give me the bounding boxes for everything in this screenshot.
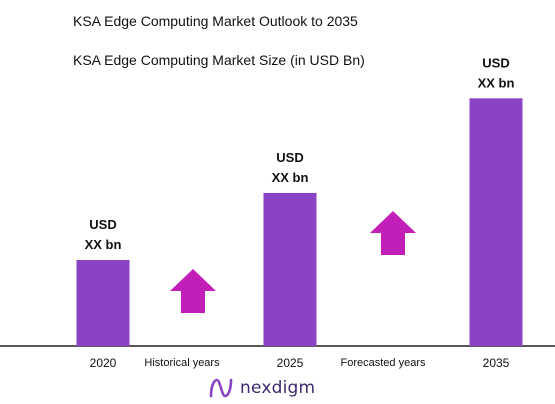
chart-subtitle: KSA Edge Computing Market Size (in USD B… [73,52,365,68]
bar-2025 [263,192,317,346]
data-label-2020-value: XX bn [85,237,122,252]
tick-label-2025: 2025 [277,356,304,370]
data-label-2020-currency: USD [89,217,116,232]
chart-title: KSA Edge Computing Market Outlook to 203… [73,13,358,29]
historical-growth-arrow-icon [170,269,216,313]
tick-label-2035: 2035 [483,356,510,370]
data-label-2035-value: XX bn [478,75,515,90]
bar-2035 [469,98,523,346]
period-label-0: Historical years [144,357,220,369]
forecast-growth-arrow-icon [370,211,416,255]
nexdigm-logo-icon [209,378,233,398]
bar-2020 [76,260,130,346]
logo-text: nexdigm [240,378,316,398]
data-label-2025-currency: USD [276,150,303,165]
tick-label-2020: 2020 [90,356,117,370]
nexdigm-logo: nexdigm [208,376,315,400]
data-label-2035-currency: USD [482,55,509,70]
period-label-1: Forecasted years [341,357,426,369]
data-label-2025-value: XX bn [272,170,309,185]
